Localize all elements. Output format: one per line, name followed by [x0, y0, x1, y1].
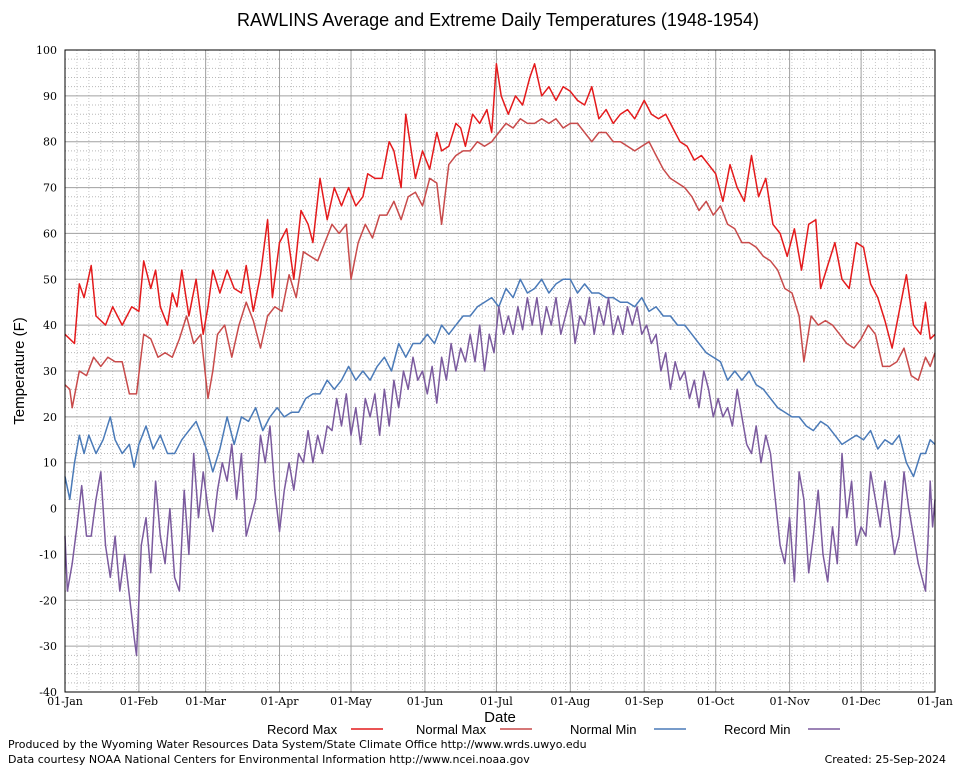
legend-label: Record Max: [267, 722, 338, 737]
y-tick-label: 10: [43, 457, 57, 470]
x-tick-label: 01-Feb: [120, 695, 158, 708]
y-tick-label: 80: [43, 136, 57, 149]
x-tick-label: 01-Mar: [185, 695, 227, 708]
credit-line-2: Data courtesy NOAA National Centers for …: [8, 753, 530, 766]
plot-frame: [64, 49, 936, 693]
x-tick-label: 01-May: [330, 695, 373, 708]
y-tick-label: -20: [39, 594, 57, 607]
x-tick-label: 01-Dec: [842, 695, 881, 708]
legend: Record Max Normal Max Normal Min Record Min: [267, 722, 840, 737]
y-axis-label: Temperature (F): [11, 317, 28, 425]
x-tick-label: 01-Oct: [697, 695, 735, 708]
y-tick-label: 70: [43, 182, 57, 195]
x-tick-label: 01-Jan: [47, 695, 83, 708]
y-tick-label: 30: [43, 365, 57, 378]
series-line-record-min: [64, 296, 936, 657]
y-tick-label: 20: [43, 411, 57, 424]
series-line-normal-max: [64, 118, 936, 409]
series-line-record-max: [64, 63, 936, 349]
legend-label: Normal Max: [416, 722, 487, 737]
y-tick-label: 60: [43, 227, 57, 240]
chart-title: RAWLINS Average and Extreme Daily Temper…: [237, 10, 759, 30]
y-tick-label: -10: [39, 548, 57, 561]
legend-label: Normal Min: [570, 722, 636, 737]
x-tick-label: 01-Nov: [770, 695, 811, 708]
x-tick-label: 01-Aug: [550, 695, 590, 708]
x-tick-labels: 01-Jan 01-Feb 01-Mar 01-Apr 01-May 01-Jun 01-J…: [47, 695, 953, 708]
y-tick-label: 100: [36, 44, 57, 57]
x-axis-label: Date: [484, 709, 516, 726]
y-tick-label: -30: [39, 640, 57, 653]
x-tick-label: 01-Jan: [917, 695, 953, 708]
y-tick-label: 50: [43, 273, 57, 286]
temperature-chart: RAWLINS Average and Extreme Daily Temper…: [11, 10, 953, 737]
x-tick-label: 01-Jul: [480, 695, 513, 708]
y-tick-label: 90: [43, 90, 57, 103]
x-tick-label: 01-Sep: [625, 695, 664, 708]
created-date: Created: 25-Sep-2024: [824, 753, 946, 766]
x-tick-label: 01-Apr: [261, 695, 300, 708]
y-tick-label: 40: [43, 319, 57, 332]
y-tick-labels: -40 -30 -20 -10 0 10 20 30 40 50 60 70 80 90 100: [36, 44, 57, 699]
series-line-normal-min: [64, 278, 936, 501]
x-tick-label: 01-Jun: [407, 695, 443, 708]
y-tick-label: 0: [50, 503, 57, 516]
series-lines: [64, 63, 936, 657]
grid: [64, 49, 936, 693]
legend-label: Record Min: [724, 722, 790, 737]
y-tick-label: -40: [39, 686, 57, 699]
credit-line-1: Produced by the Wyoming Water Resources …: [8, 738, 587, 751]
